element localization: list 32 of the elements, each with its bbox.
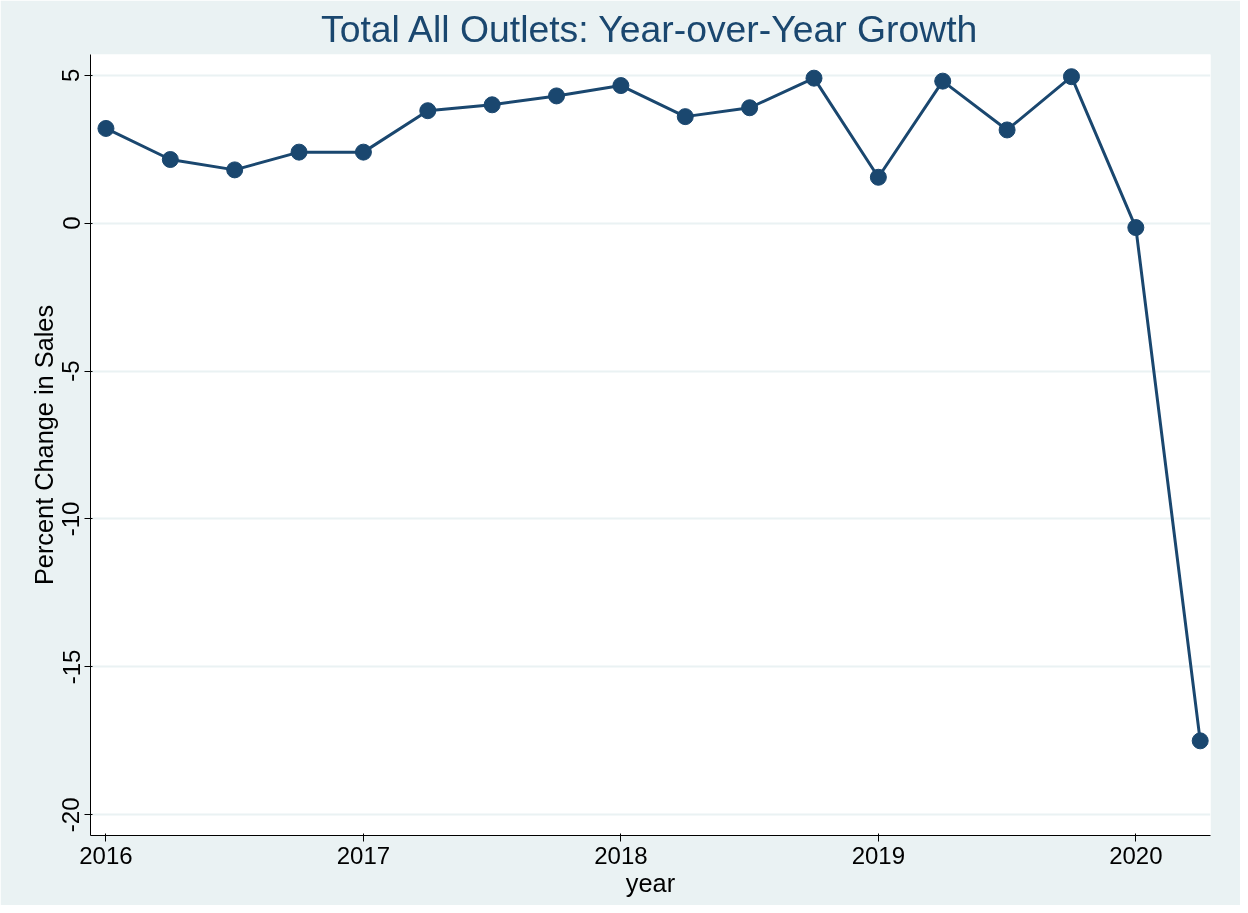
x-tick-label: 2018 <box>594 841 648 869</box>
point <box>161 151 179 169</box>
point <box>290 143 308 161</box>
y-tick-label: -10 <box>57 501 85 537</box>
y-tick-label: -20 <box>57 797 85 833</box>
point <box>97 119 115 137</box>
y-tick-label: 0 <box>57 216 85 230</box>
point <box>354 143 372 161</box>
y-axis-title: Percent Change in Sales <box>29 304 58 586</box>
point <box>934 72 952 90</box>
x-tick-label: 2017 <box>336 841 391 869</box>
y-tick-label: -15 <box>57 649 85 685</box>
point <box>869 168 887 186</box>
point <box>998 121 1016 139</box>
y-tick-label: -5 <box>57 360 85 382</box>
point <box>805 69 823 87</box>
point <box>1191 732 1209 750</box>
point <box>226 161 244 179</box>
point <box>483 96 501 114</box>
x-tick-label: 2016 <box>79 841 133 869</box>
point <box>548 87 566 105</box>
point <box>419 102 437 120</box>
point <box>1062 68 1080 86</box>
x-tick-label: 2020 <box>1109 841 1163 869</box>
point <box>741 99 759 117</box>
chart-title: Total All Outlets: Year-over-Year Growth <box>320 7 978 50</box>
x-tick-label: 2019 <box>851 841 906 869</box>
y-tick-label: 5 <box>57 68 85 82</box>
point <box>612 77 630 95</box>
point <box>676 108 694 126</box>
point <box>1127 219 1145 237</box>
x-axis-title: year <box>625 868 676 897</box>
